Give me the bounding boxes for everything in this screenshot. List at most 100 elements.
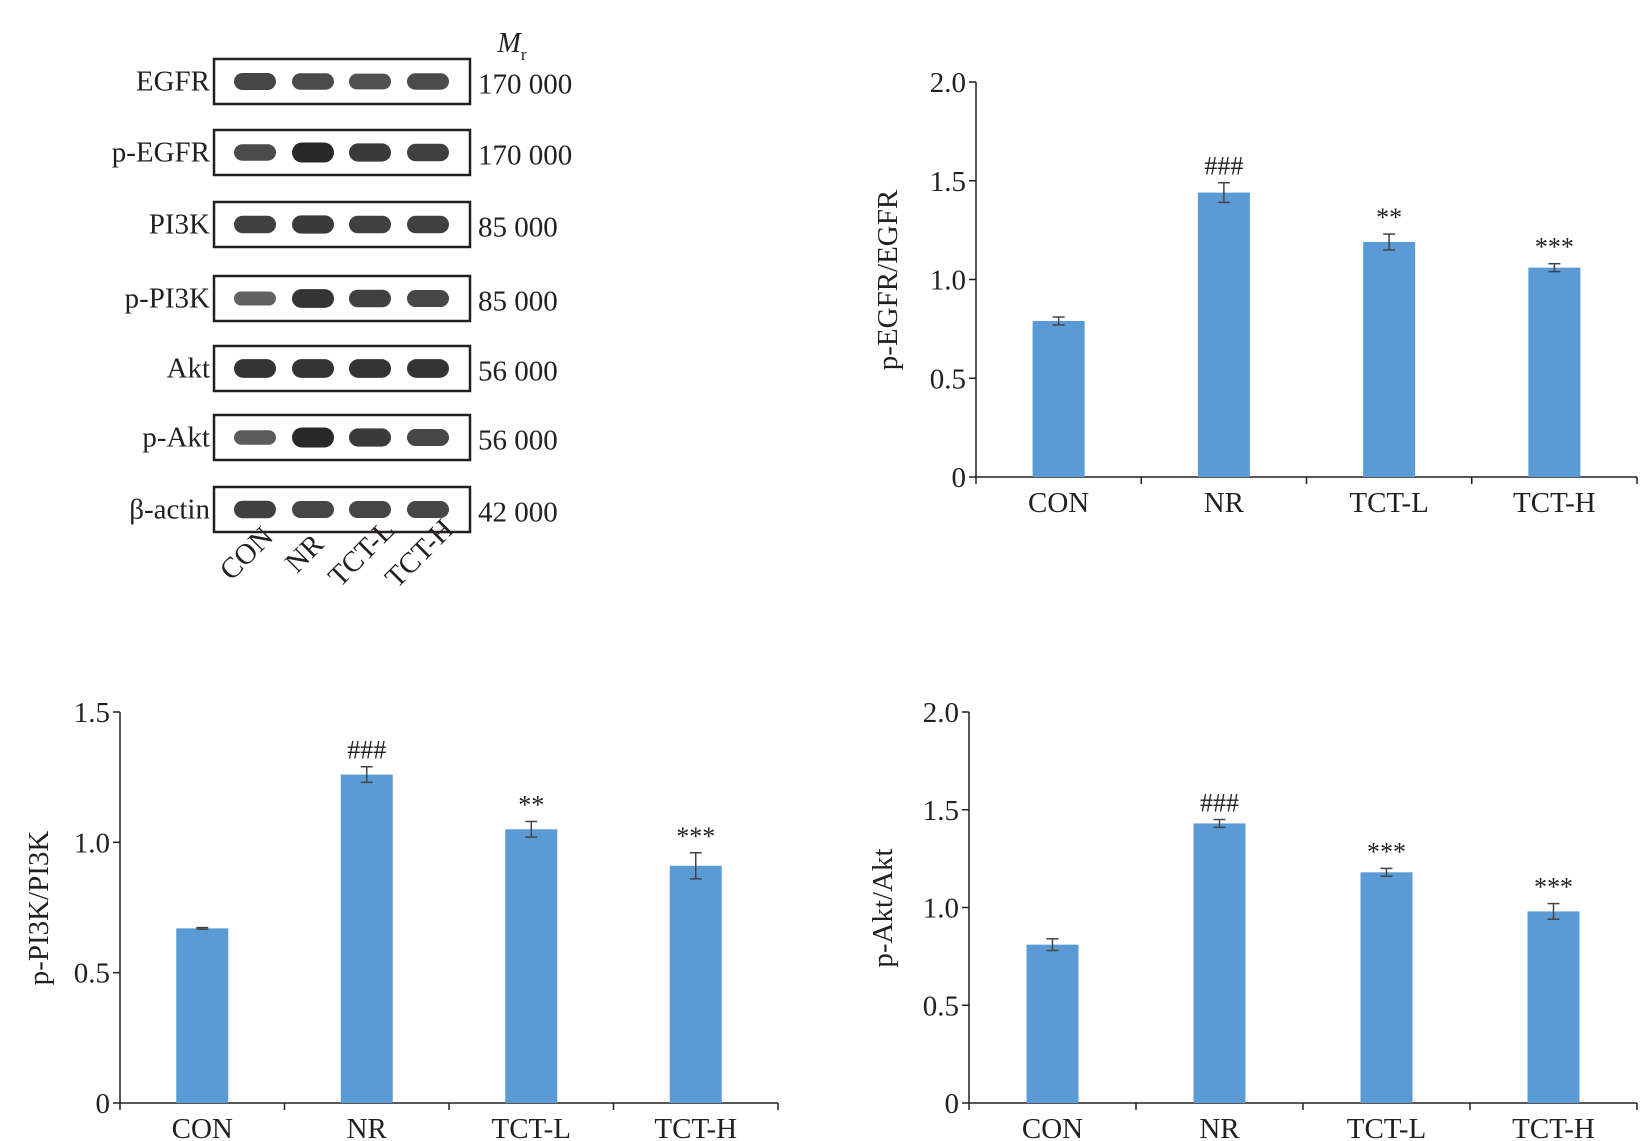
y-tick-label: 1.5 [923,795,959,827]
y-tick-label: 1.0 [923,893,959,925]
significance-annotation: *** [1535,233,1574,262]
significance-annotation: ### [347,736,386,765]
protein-band [292,289,334,308]
x-tick-label: TCT-L [1349,487,1428,519]
y-tick-label: 2.0 [923,697,959,729]
protein-band [349,215,391,234]
bar [669,865,722,1103]
bar [1026,944,1079,1103]
protein-band [349,428,391,447]
protein-band [292,142,334,163]
protein-band [349,73,391,90]
protein-band [292,359,334,378]
protein-band [407,143,449,162]
chart-p-akt-akt: 0 0.5 1.0 1.5 2.0 CON NR ### TCT-L *** TCT-H *** p-A… [867,697,1638,1141]
x-tick-label: TCT-H [1513,487,1596,519]
blot-protein-label: p-EGFR [112,137,211,169]
blot-row: Akt 56 000 [167,344,558,393]
protein-band [407,215,449,234]
significance-annotation: ### [1200,789,1239,818]
significance-annotation: *** [1367,837,1406,866]
chart-p-egfr-egfr: 0 0.5 1.0 1.5 2.0 CON NR ### TCT-L ** TCT-H *** p-EG… [872,67,1638,519]
protein-band [234,359,276,378]
y-tick-label: 0.5 [930,363,966,395]
y-tick-label: 1.0 [74,827,110,859]
protein-band [349,289,391,308]
x-tick-label: TCT-L [1347,1113,1426,1141]
blot-protein-label: PI3K [149,209,210,241]
chart-p-pi3k-pi3k: 0 0.5 1.0 1.5 CON NR ### TCT-L ** TCT-H *** p-PI3K/… [23,697,779,1141]
bar [176,928,229,1103]
bar [340,774,393,1103]
blot-row: p-Akt 56 000 [142,413,558,462]
x-tick-label: NR [1199,1113,1240,1141]
protein-band [234,430,276,445]
y-tick-label: 0.5 [74,958,110,990]
protein-band [407,290,449,307]
bar [1197,192,1250,477]
y-tick-label: 0 [945,1088,960,1120]
x-tick-label: TCT-H [654,1113,737,1141]
blot-mr-value: 56 000 [478,425,558,457]
protein-band [234,500,276,519]
blot-row: EGFR 170 000 [136,57,572,106]
protein-band [407,501,449,518]
mr-label: Mr [497,28,527,64]
y-tick-label: 1.5 [74,697,110,729]
significance-annotation: ### [1204,152,1243,181]
y-tick-label: 0 [96,1088,111,1120]
blot-row: p-EGFR 170 000 [112,128,572,177]
protein-band [349,359,391,378]
protein-band [407,73,449,90]
protein-band [349,501,391,518]
protein-band [234,215,276,234]
protein-band [407,359,449,378]
blot-mr-value: 85 000 [478,212,558,244]
protein-band [234,73,276,90]
significance-annotation: *** [676,822,715,851]
blot-mr-value: 42 000 [478,497,558,529]
x-tick-label: TCT-H [1512,1113,1595,1141]
bar [1527,911,1580,1103]
y-tick-label: 1.5 [930,166,966,198]
bar [1528,267,1581,477]
bar [1360,872,1413,1103]
y-axis-label: p-PI3K/PI3K [23,831,55,986]
y-axis-label: p-EGFR/EGFR [872,189,904,370]
y-axis-label: p-Akt/Akt [867,848,899,967]
blot-mr-value: 170 000 [478,140,572,172]
x-tick-label: TCT-L [492,1113,571,1141]
blot-protein-label: p-PI3K [125,283,210,315]
blot-protein-label: Akt [167,353,211,385]
y-tick-label: 0 [952,462,967,494]
significance-annotation: ** [518,790,544,819]
significance-annotation: *** [1534,873,1573,902]
significance-annotation: ** [1376,203,1402,232]
y-tick-label: 1.0 [930,265,966,297]
x-tick-label: CON [1028,487,1089,519]
protein-band [292,427,334,448]
bar [1363,241,1416,477]
x-tick-label: NR [347,1113,388,1141]
y-tick-label: 0.5 [923,990,959,1022]
blot-row: PI3K 85 000 [149,200,558,249]
blot-row: p-PI3K 85 000 [125,274,558,323]
protein-band [234,144,276,161]
blot-protein-label: EGFR [136,66,211,98]
blot-mr-value: 56 000 [478,356,558,388]
x-tick-label: CON [1022,1113,1083,1141]
y-tick-label: 2.0 [930,67,966,99]
protein-band [292,73,334,90]
blot-protein-label: β-actin [129,494,210,526]
protein-band [292,215,334,234]
bar [1193,823,1246,1103]
blot-mr-value: 85 000 [478,286,558,318]
x-tick-label: CON [172,1113,233,1141]
protein-band [234,291,276,306]
x-tick-label: NR [1204,487,1245,519]
protein-band [349,143,391,162]
blot-mr-value: 170 000 [478,69,572,101]
bar [505,829,558,1103]
